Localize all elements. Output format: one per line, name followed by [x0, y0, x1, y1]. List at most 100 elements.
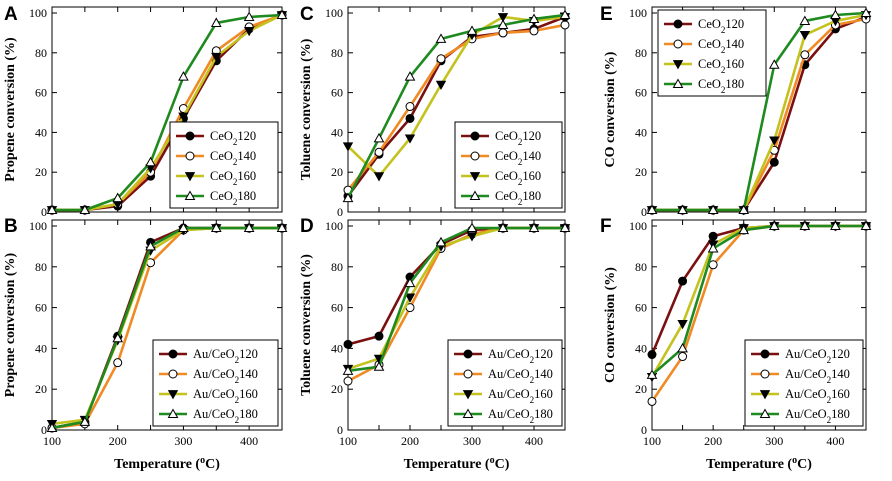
x-tick-label: 300	[174, 434, 192, 448]
data-point	[497, 19, 509, 29]
series-line	[51, 226, 282, 430]
panel-d: 0 20 40 60 80 100 100 200 300 400 Toluene conversi…	[299, 216, 571, 473]
data-point	[769, 136, 780, 146]
y-tick-label: 80	[35, 260, 47, 274]
y-tick-label: 60	[635, 86, 647, 100]
x-axis-label: Temperature (oC)	[404, 455, 510, 473]
data-point	[46, 204, 58, 215]
panel-b: 0 20 40 60 80 100 100 200 300 400 Propene conversi…	[3, 216, 288, 473]
data-point	[559, 222, 571, 233]
legend-entry: Au/CeO2120	[193, 347, 258, 365]
legend-entry: Au/CeO2180	[785, 407, 850, 425]
legend-entry: CeO2160	[495, 169, 541, 187]
legend-entry: CeO2160	[210, 169, 256, 187]
legend-entry: Au/CeO2120	[488, 347, 553, 365]
y-tick-label: 0	[641, 205, 647, 219]
y-tick-label: 0	[41, 205, 47, 219]
data-point	[466, 222, 478, 233]
data-point	[374, 147, 384, 157]
series-180	[646, 220, 872, 379]
data-point	[497, 222, 509, 233]
data-point	[145, 156, 156, 167]
series-180	[646, 7, 872, 215]
legend-entry: CeO2180	[698, 77, 744, 95]
y-axis-label: Propene conversion (%)	[3, 252, 18, 397]
x-axis-label: Temperature (oC)	[706, 455, 812, 473]
legend: CeO2120 CeO2140 CeO2160 CeO2180	[169, 121, 279, 209]
legend-marker	[672, 60, 684, 70]
data-point	[708, 231, 718, 241]
legend-entry: CeO2160	[698, 57, 744, 75]
y-tick-label: 40	[35, 125, 47, 139]
x-axis-label: Temperature (oC)	[114, 455, 220, 473]
data-point	[211, 52, 222, 63]
data-point	[466, 25, 478, 35]
series-180	[342, 9, 571, 203]
data-point	[178, 112, 189, 122]
legend-entry: Au/CeO2160	[785, 387, 850, 405]
legend-marker	[167, 408, 179, 418]
y-tick-label: 0	[337, 205, 343, 219]
plot-frame	[651, 219, 867, 431]
data-point	[559, 9, 571, 19]
data-point	[830, 220, 841, 230]
legend-marker	[463, 369, 473, 379]
data-point	[677, 204, 688, 215]
series-line	[347, 226, 565, 346]
series-line	[52, 13, 283, 212]
y-tick-label: 20	[635, 382, 647, 396]
data-point	[799, 15, 811, 25]
panel-c: 0 20 40 60 80 100 Toluene conversion (%) C CeO21…	[299, 4, 571, 219]
y-tick-label: 60	[331, 86, 343, 100]
y-tick-label: 100	[29, 6, 47, 20]
y-tick-label: 60	[35, 301, 47, 315]
data-point	[677, 342, 688, 353]
data-point	[799, 220, 811, 230]
data-point	[276, 222, 288, 233]
series-140	[343, 20, 570, 195]
legend-marker	[469, 172, 481, 182]
legend-marker	[185, 151, 195, 161]
data-point	[276, 9, 288, 19]
x-tick-label: 100	[43, 434, 61, 448]
legend-entry: Au/CeO2160	[488, 387, 553, 405]
x-tick-label: 300	[463, 434, 481, 448]
y-tick-label: 100	[29, 219, 47, 233]
panel-letter: B	[4, 216, 18, 237]
legend-entry: Au/CeO2140	[193, 367, 258, 385]
series-line	[346, 23, 566, 191]
legend-marker	[760, 349, 770, 359]
data-point	[210, 17, 222, 27]
data-point	[498, 28, 508, 38]
series-line	[651, 224, 866, 376]
y-tick-label: 60	[331, 301, 343, 315]
data-point	[860, 7, 872, 17]
data-point	[405, 113, 415, 123]
y-tick-label: 40	[35, 341, 47, 355]
data-point	[647, 396, 657, 406]
data-point	[646, 369, 658, 379]
y-tick-label: 60	[635, 301, 647, 315]
data-point	[799, 30, 811, 41]
legend-entry: Au/CeO2180	[193, 407, 258, 425]
panel-letter: F	[600, 216, 612, 237]
series-120	[647, 221, 871, 360]
y-tick-label: 20	[331, 165, 343, 179]
series-line	[347, 226, 565, 373]
data-point	[528, 13, 540, 23]
data-point	[374, 331, 384, 341]
data-point	[210, 222, 222, 233]
legend-marker	[672, 78, 684, 88]
legend-entry: CeO2120	[495, 129, 541, 147]
panel-a: 0 20 40 60 80 100 Propene conversion (%) A CeO21…	[3, 4, 288, 219]
series-180	[46, 9, 288, 215]
y-tick-label: 100	[325, 219, 343, 233]
y-axis-label: CO conversion (%)	[603, 267, 618, 383]
x-tick-label: 300	[765, 434, 783, 448]
y-tick-label: 0	[41, 423, 47, 437]
legend-marker	[462, 390, 474, 400]
data-point	[678, 352, 688, 362]
data-point	[647, 350, 657, 360]
plot-frame	[347, 219, 566, 431]
y-tick-label: 40	[331, 125, 343, 139]
